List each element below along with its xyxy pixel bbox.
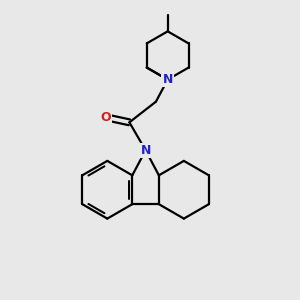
Text: N: N xyxy=(140,144,151,157)
Text: O: O xyxy=(100,111,111,124)
Text: N: N xyxy=(163,73,173,86)
